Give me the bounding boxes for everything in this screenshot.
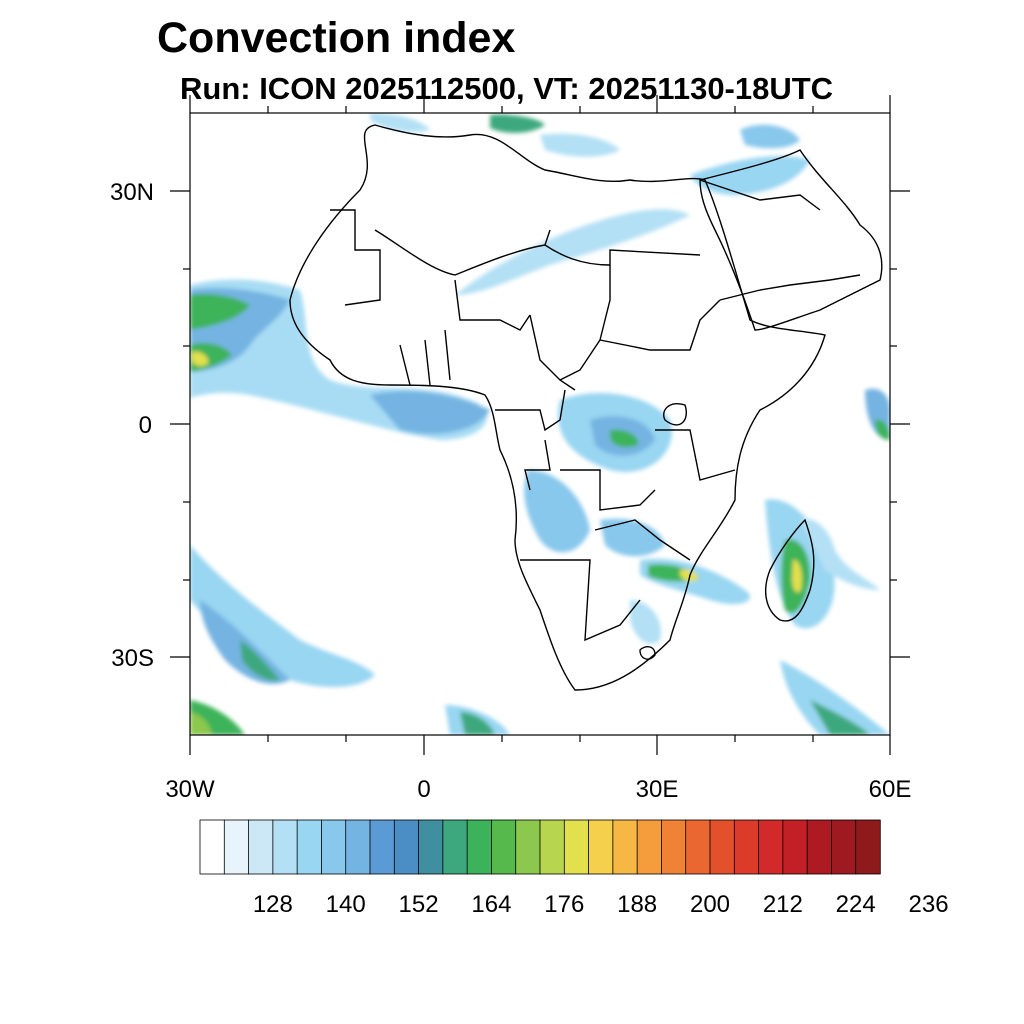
country-border bbox=[594, 519, 691, 561]
colorbar-swatch bbox=[369, 819, 395, 875]
convection-patch bbox=[192, 351, 209, 367]
country-border bbox=[524, 439, 551, 491]
convection-patch bbox=[524, 470, 590, 553]
colorbar-swatch bbox=[612, 819, 638, 875]
colorbar-swatch bbox=[806, 819, 833, 875]
convection-patch bbox=[540, 133, 620, 157]
colorbar-swatch bbox=[418, 819, 444, 875]
convection-patch bbox=[370, 390, 490, 434]
convection-patch bbox=[792, 559, 803, 593]
colorbar-swatch bbox=[636, 819, 663, 875]
y-tick-label: 30N bbox=[110, 179, 154, 206]
convection-patch bbox=[875, 419, 890, 440]
colorbar-swatch bbox=[442, 819, 468, 875]
convection-patch bbox=[190, 712, 212, 735]
colorbar-swatch bbox=[733, 819, 760, 875]
colorbar-swatch bbox=[588, 819, 614, 875]
y-tick-label: 0 bbox=[139, 412, 152, 439]
coastlines-and-borders bbox=[289, 124, 883, 691]
colorbar-swatch bbox=[855, 819, 881, 875]
colorbar bbox=[199, 819, 881, 875]
country-border bbox=[699, 179, 821, 211]
x-tick-label: 0 bbox=[417, 776, 430, 803]
convection-patch bbox=[455, 209, 690, 295]
colorbar-swatch bbox=[685, 819, 711, 875]
chart-subtitle: Run: ICON 2025112500, VT: 20251130-18UTC bbox=[180, 71, 834, 106]
convection-patch bbox=[200, 600, 290, 684]
country-border bbox=[599, 299, 721, 351]
colorbar-label: 200 bbox=[690, 891, 730, 918]
convection-patch bbox=[690, 155, 810, 195]
convection-patch bbox=[810, 700, 870, 735]
x-tick-label: 30E bbox=[636, 776, 679, 803]
colorbar-swatch bbox=[321, 819, 347, 875]
map-frame-background bbox=[190, 113, 890, 735]
country-border bbox=[655, 429, 736, 481]
chart-title: Convection index bbox=[157, 14, 516, 62]
convection-field bbox=[190, 113, 890, 735]
country-border bbox=[495, 389, 566, 432]
colorbar-label: 176 bbox=[544, 891, 584, 918]
colorbar-swatch bbox=[539, 819, 565, 875]
colorbar-swatch bbox=[661, 819, 687, 875]
colorbar-swatch bbox=[345, 819, 371, 875]
africa-coastline bbox=[289, 124, 826, 691]
convection-patch bbox=[190, 545, 375, 687]
y-tick-label: 30S bbox=[111, 645, 154, 672]
colorbar-swatch bbox=[393, 819, 420, 875]
convection-patch bbox=[800, 519, 880, 590]
colorbar-labels: 128 140 152 164 176 188 200 212 224 236 bbox=[253, 891, 949, 918]
colorbar-label: 128 bbox=[253, 891, 293, 918]
colorbar-label: 140 bbox=[326, 891, 366, 918]
colorbar-label: 152 bbox=[399, 891, 439, 918]
colorbar-swatch bbox=[223, 819, 250, 875]
colorbar-swatch bbox=[563, 819, 590, 875]
country-border bbox=[454, 279, 531, 331]
colorbar-swatch bbox=[248, 819, 274, 875]
convection-patch bbox=[490, 114, 545, 133]
colorbar-swatch bbox=[515, 819, 541, 875]
colorbar-label: 224 bbox=[836, 891, 876, 918]
country-border bbox=[520, 559, 641, 642]
arabia-coastline bbox=[699, 149, 883, 331]
colorbar-label: 212 bbox=[763, 891, 803, 918]
colorbar-swatch bbox=[831, 819, 857, 875]
convection-patch bbox=[740, 124, 800, 149]
convection-patch bbox=[780, 660, 890, 735]
colorbar-swatch bbox=[296, 819, 323, 875]
colorbar-swatch bbox=[491, 819, 517, 875]
country-border bbox=[560, 469, 656, 511]
x-tick-label: 30W bbox=[165, 776, 215, 803]
lake-victoria bbox=[663, 403, 687, 426]
convection-patch bbox=[600, 518, 665, 557]
colorbar-swatch bbox=[199, 819, 225, 875]
colorbar-label: 164 bbox=[471, 891, 511, 918]
convection-patch bbox=[190, 294, 250, 330]
colorbar-label: 188 bbox=[617, 891, 657, 918]
madagascar-coastline bbox=[764, 518, 815, 622]
x-tick-label: 60E bbox=[869, 776, 912, 803]
country-border bbox=[374, 229, 551, 276]
country-border bbox=[330, 209, 381, 306]
convection-patch bbox=[460, 712, 495, 735]
colorbar-swatch bbox=[758, 819, 784, 875]
convection-patch bbox=[240, 640, 280, 681]
country-border bbox=[529, 314, 576, 391]
country-border bbox=[399, 329, 451, 386]
colorbar-swatch bbox=[466, 819, 493, 875]
country-border bbox=[639, 646, 656, 660]
colorbar-swatch bbox=[272, 819, 298, 875]
convection-patch bbox=[630, 600, 661, 644]
convection-patch bbox=[680, 569, 699, 582]
colorbar-label: 236 bbox=[909, 891, 949, 918]
convection-patch bbox=[610, 429, 639, 448]
colorbar-swatch bbox=[782, 819, 808, 875]
country-border bbox=[719, 274, 861, 301]
colorbar-swatch bbox=[709, 819, 735, 875]
axis-ticks bbox=[170, 95, 910, 755]
